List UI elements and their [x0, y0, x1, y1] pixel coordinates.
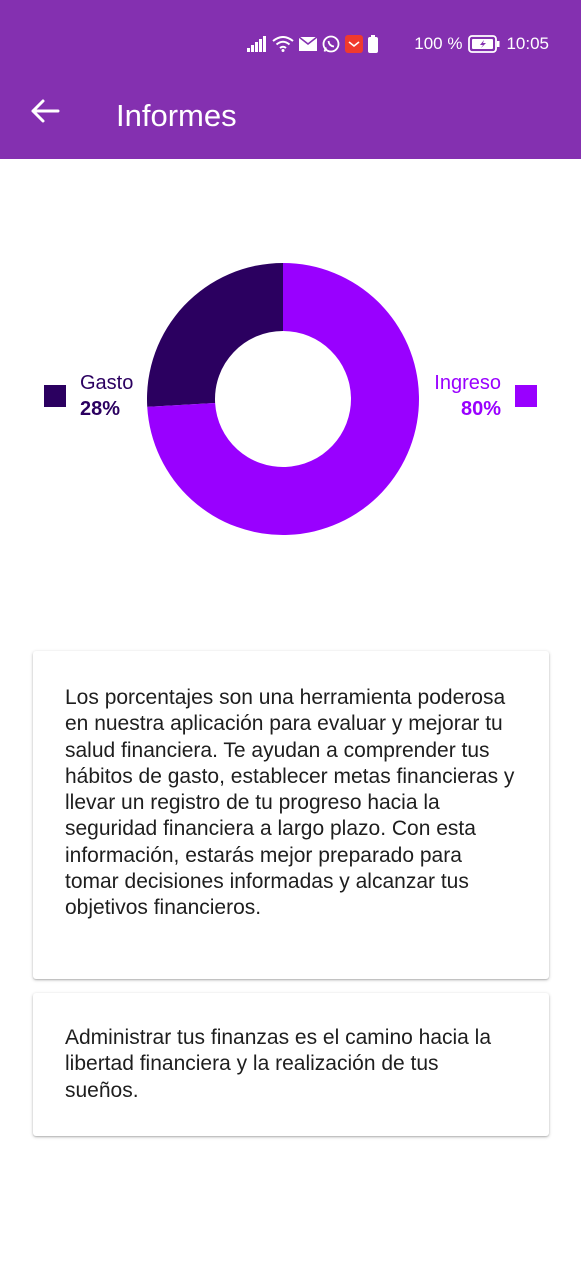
legend-ingreso-name: Ingreso	[434, 372, 501, 394]
donut-slice-gasto	[147, 263, 283, 407]
app-bar: 100 % 10:05 Informes	[0, 0, 581, 159]
donut-slice-ingreso	[147, 263, 419, 535]
legend-ingreso-percent: 80%	[460, 398, 501, 420]
legend-gasto: Gasto 28%	[44, 370, 133, 422]
donut-chart	[147, 263, 419, 535]
battery-percent: 100 %	[414, 34, 463, 53]
legend-gasto-name: Gasto	[80, 372, 134, 394]
back-button[interactable]	[28, 94, 62, 128]
signal-icon	[247, 36, 267, 52]
quote-card: Administrar tus finanzas es el camino ha…	[33, 993, 549, 1136]
legend-ingreso-swatch	[515, 385, 537, 407]
wifi-icon	[272, 36, 294, 52]
arrow-left-icon	[31, 99, 60, 123]
legend-gasto-percent: 28%	[80, 398, 121, 420]
status-time: 10:05	[506, 34, 549, 53]
legend-ingreso: Ingreso 80%	[434, 370, 537, 422]
notification-app-icon	[345, 35, 364, 53]
battery-saver-icon	[368, 35, 379, 53]
info-card: Los porcentajes son una herramienta pode…	[33, 651, 549, 979]
mail-icon	[299, 37, 318, 51]
whatsapp-icon	[322, 35, 340, 53]
legend-gasto-swatch	[44, 385, 66, 407]
page-title: Informes	[116, 98, 237, 133]
report-chart: Gasto 28% Ingreso 80%	[0, 230, 581, 570]
battery-charging-icon	[468, 35, 500, 53]
info-card-text: Los porcentajes son una herramienta pode…	[65, 686, 515, 920]
status-bar: 100 % 10:05	[0, 28, 581, 60]
quote-card-text: Administrar tus finanzas es el camino ha…	[65, 1026, 492, 1102]
